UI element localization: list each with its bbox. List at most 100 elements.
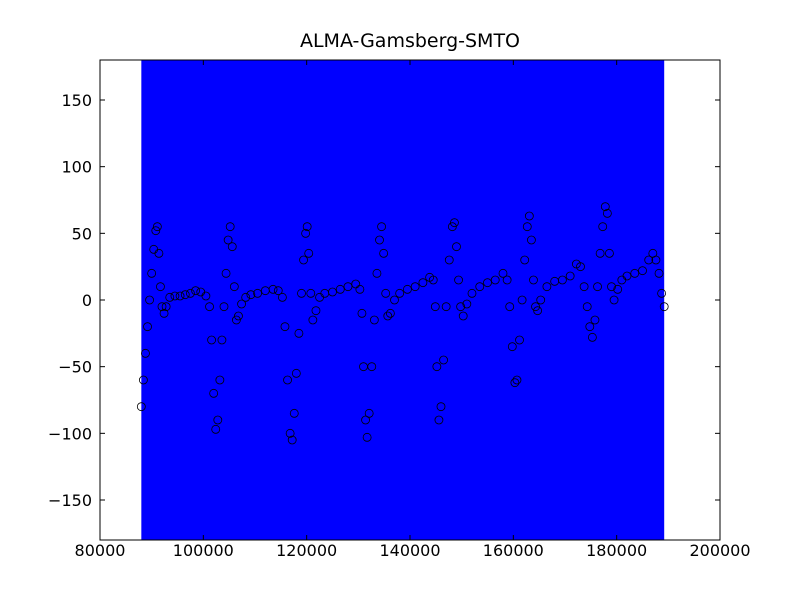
point <box>301 228 311 238</box>
point <box>285 428 295 438</box>
point <box>152 222 162 232</box>
point <box>291 368 301 378</box>
point <box>390 295 399 305</box>
point <box>593 282 602 292</box>
point <box>515 335 524 345</box>
point <box>302 222 312 232</box>
point <box>379 248 389 258</box>
y-tick-label: −150 <box>48 491 92 510</box>
point <box>536 295 546 305</box>
point <box>462 299 472 309</box>
point <box>512 375 522 385</box>
y-tick-label: 0 <box>82 291 92 310</box>
point <box>452 242 461 252</box>
point <box>229 282 239 292</box>
point <box>209 388 219 398</box>
y-tick-label: 50 <box>72 224 92 243</box>
point <box>253 288 262 298</box>
point <box>587 332 597 342</box>
point <box>154 248 164 258</box>
x-tick-label: 180000 <box>586 541 647 560</box>
point <box>207 335 217 345</box>
point <box>283 375 292 385</box>
point <box>246 290 256 300</box>
point <box>441 302 451 312</box>
point <box>234 311 243 321</box>
point <box>579 282 589 292</box>
point <box>450 218 459 228</box>
point <box>287 435 297 445</box>
point <box>430 302 440 312</box>
point <box>576 262 585 272</box>
point <box>383 311 393 321</box>
point <box>362 432 372 442</box>
point <box>205 302 214 312</box>
point <box>498 268 508 278</box>
point <box>531 302 540 312</box>
point <box>510 378 520 388</box>
point <box>654 268 664 278</box>
point <box>375 235 384 245</box>
point <box>517 295 527 305</box>
point <box>306 288 316 298</box>
point <box>191 286 200 296</box>
point <box>364 408 374 418</box>
point <box>607 282 616 292</box>
point <box>651 255 661 265</box>
point <box>436 402 446 412</box>
point <box>369 315 379 325</box>
point <box>490 275 500 285</box>
point <box>622 271 632 281</box>
point <box>361 415 370 425</box>
y-tick-label: −100 <box>48 424 92 443</box>
point <box>308 315 318 325</box>
point <box>273 286 283 296</box>
y-tick-label: 100 <box>61 158 92 177</box>
point <box>505 302 515 312</box>
point <box>280 322 290 332</box>
point <box>520 255 530 265</box>
point <box>522 222 532 232</box>
point <box>410 282 420 292</box>
point <box>418 278 428 288</box>
point <box>289 408 299 418</box>
point <box>186 288 195 298</box>
point <box>644 255 654 265</box>
point <box>595 248 605 258</box>
point <box>147 268 157 278</box>
point <box>600 202 610 212</box>
point <box>657 288 667 298</box>
point <box>201 291 211 301</box>
point <box>590 315 600 325</box>
point <box>439 355 448 365</box>
point <box>502 275 512 285</box>
point <box>357 308 367 318</box>
point <box>524 211 534 221</box>
point <box>136 402 146 412</box>
point <box>565 271 575 281</box>
point <box>403 284 412 294</box>
point <box>180 290 190 300</box>
point <box>143 322 152 332</box>
y-tick-label: 150 <box>61 91 92 110</box>
x-tick-label: 100000 <box>173 541 234 560</box>
point <box>335 284 345 294</box>
point <box>527 235 536 245</box>
x-tick-label: 140000 <box>379 541 440 560</box>
point <box>381 288 391 298</box>
point <box>598 222 608 232</box>
point <box>213 415 223 425</box>
point <box>582 302 592 312</box>
point <box>138 375 148 385</box>
y-tick-label: −50 <box>58 358 92 377</box>
point <box>630 268 640 278</box>
point <box>151 226 161 236</box>
point <box>529 275 538 285</box>
point <box>343 282 353 292</box>
point <box>156 282 165 292</box>
point <box>444 255 454 265</box>
point <box>605 248 614 258</box>
point <box>377 222 386 232</box>
point <box>277 292 287 302</box>
